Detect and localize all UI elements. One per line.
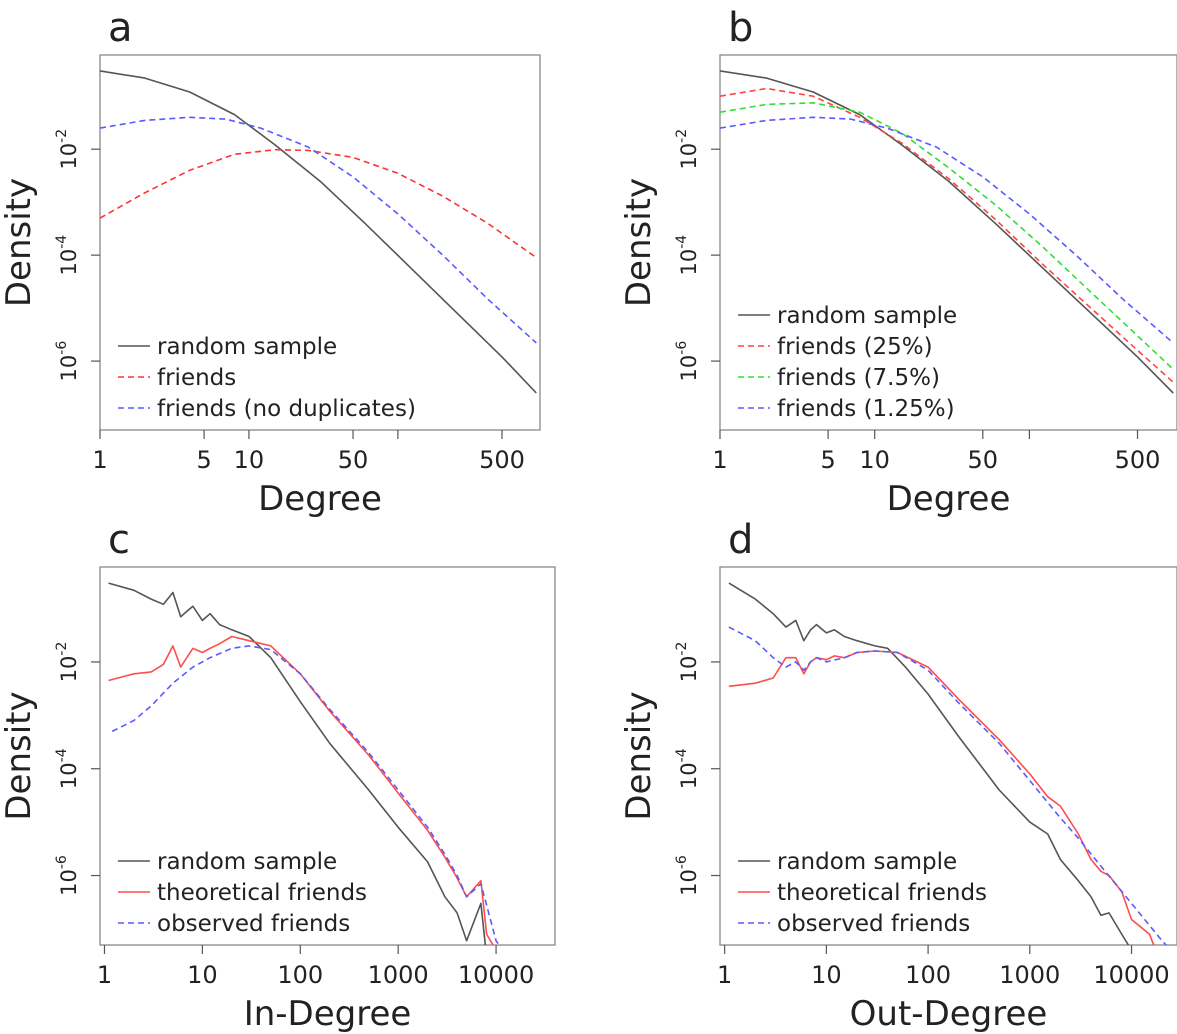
series-line-1 [100,70,537,394]
legend-label: random sample [157,849,337,875]
series-line-4 [720,116,1174,344]
x-axis-label: Degree [887,479,1011,519]
series-line-1 [108,582,487,945]
y-tick-label: 10-2 [54,642,81,683]
x-axis-label: In-Degree [244,994,412,1034]
legend-label: friends (7.5%) [777,365,940,391]
y-tick-label: 10-4 [674,748,701,789]
y-tick-label: 10-6 [674,855,701,896]
x-tick-label: 10 [234,446,265,474]
plot-frame [99,54,541,431]
legend-label: random sample [777,303,957,329]
y-tick-label: 10-4 [674,235,701,276]
y-tick-label: 10-6 [54,855,81,896]
y-tick-label: 10-2 [674,642,701,683]
x-tick-label: 50 [338,446,369,474]
plot-frame [719,54,1177,431]
panel-label-c: c [108,517,130,563]
legend-label: random sample [157,334,337,360]
x-tick-label: 10 [859,446,890,474]
x-tick-label: 100 [905,961,951,989]
x-tick-label: 5 [196,446,211,474]
x-tick-label: 1000 [368,961,429,989]
y-tick-label: 10-2 [674,129,701,170]
chart-panel-c: c 1 10 100 1000 10000 10-2 10-4 10-6 In-Degree Den… [0,517,556,1034]
panel-label-b: b [728,5,753,51]
legend-label: friends (25%) [777,334,933,360]
x-tick-label: 1 [717,961,732,989]
chart-panel-a: a 1 5 10 50 500 10-2 10-4 10-6 Degree Density rando… [0,5,541,519]
y-axis-label: Density [0,691,39,820]
x-tick-label: 10 [811,961,842,989]
x-tick-label: 10000 [458,961,534,989]
y-axis-label: Density [619,691,659,820]
legend-label: friends (no duplicates) [157,396,416,422]
legend-label: friends [157,365,236,391]
x-axis-label: Degree [258,479,382,519]
legend-label: theoretical friends [777,880,987,906]
series-line-2 [100,148,537,259]
series-line-2 [720,87,1174,383]
x-tick-label: 10 [187,961,218,989]
legend-label: theoretical friends [157,880,367,906]
x-tick-label: 1 [712,446,727,474]
y-tick-label: 10-4 [54,748,81,789]
x-axis-label: Out-Degree [850,994,1048,1034]
legend-label: random sample [777,849,957,875]
x-tick-label: 500 [1115,446,1161,474]
chart-panel-b: b 1 5 10 50 500 10-2 10-4 10-6 Degree Density rando… [619,5,1177,519]
y-axis-label: Density [619,178,659,307]
chart-panel-d: d 1 10 100 1000 10000 10-2 10-4 10-6 Out-Degree De… [619,517,1177,1034]
x-tick-label: 500 [479,446,525,474]
panel-label-d: d [728,517,753,563]
plot-frame [719,566,1177,946]
series-line-2 [108,635,494,945]
x-tick-label: 1 [97,961,112,989]
x-tick-label: 100 [277,961,323,989]
y-axis-label: Density [0,178,39,307]
legend-label: observed friends [157,911,350,937]
x-tick-label: 1 [92,446,107,474]
x-tick-label: 1000 [999,961,1060,989]
series-line-3 [100,116,537,344]
plot-frame [99,566,556,946]
series-line-3 [111,645,501,945]
legend-label: observed friends [777,911,970,937]
y-tick-label: 10-4 [54,235,81,276]
x-tick-label: 5 [820,446,835,474]
x-tick-label: 10000 [1093,961,1169,989]
series-line-3 [720,102,1174,370]
y-tick-label: 10-6 [674,341,701,382]
x-tick-label: 50 [968,446,999,474]
panel-label-a: a [108,5,133,51]
series-line-1 [728,582,1130,945]
series-line-1 [720,70,1174,394]
series-line-3 [728,626,1168,945]
y-tick-label: 10-2 [54,129,81,170]
legend-label: friends (1.25%) [777,396,955,422]
y-tick-label: 10-6 [54,341,81,382]
